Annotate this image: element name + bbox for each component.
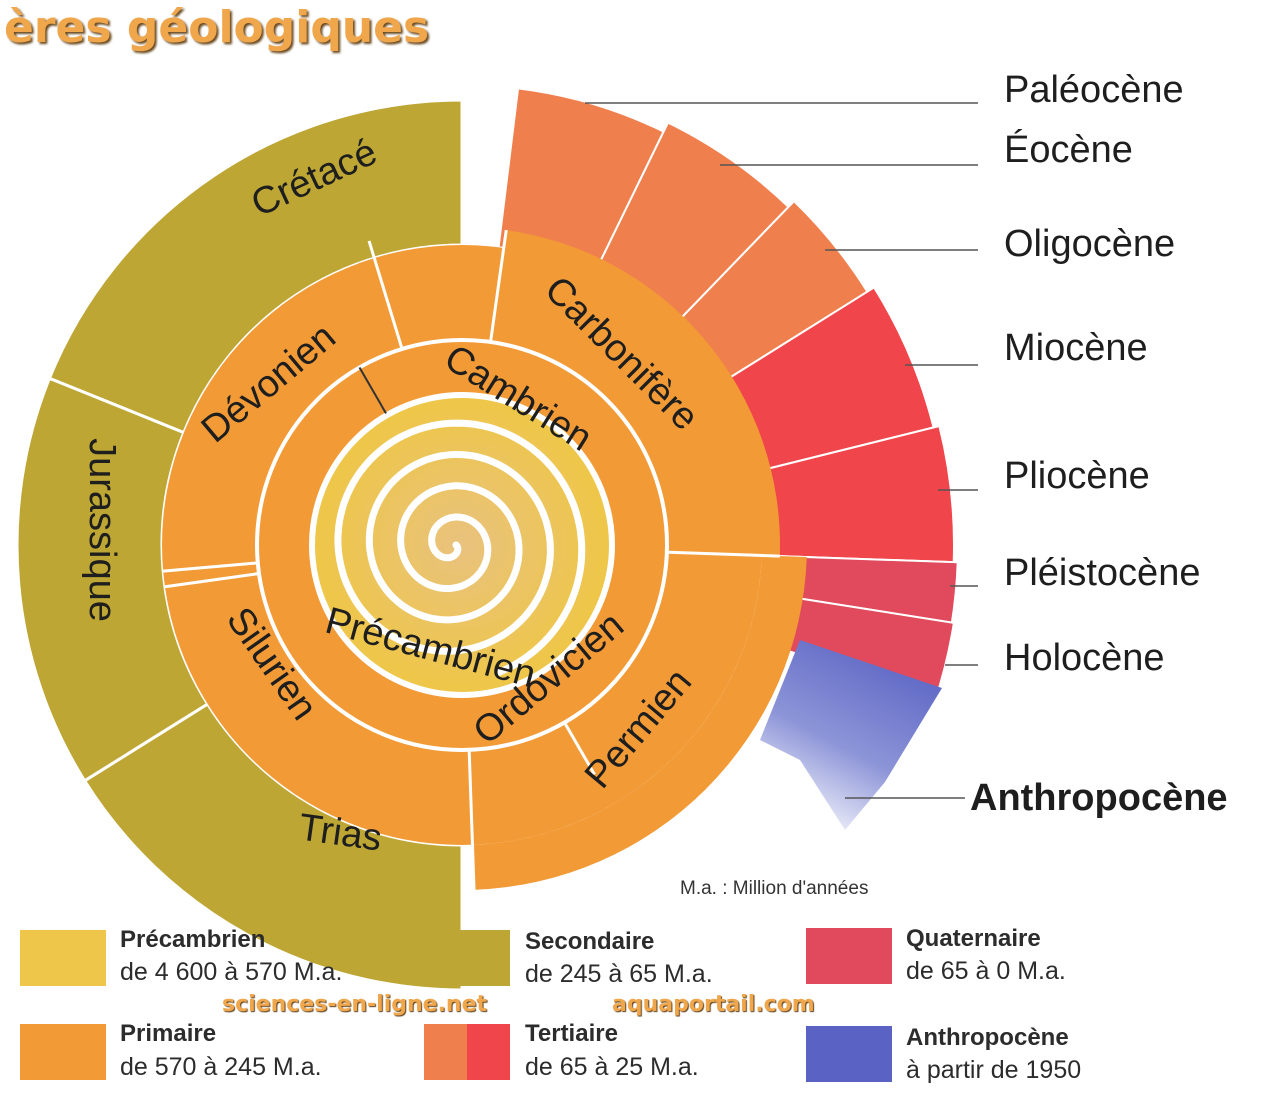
label-oligocene: Oligocène	[1004, 223, 1175, 265]
legend-title-quaternaire: Quaternaire	[906, 925, 1041, 952]
legend-swatch-secondaire	[424, 930, 510, 986]
legend-title-precambrien: Précambrien	[120, 926, 266, 953]
precambrien-cambrien-divider	[358, 366, 387, 414]
label-miocene: Miocène	[1004, 327, 1148, 369]
label-paleocene: Paléocène	[1004, 69, 1184, 111]
label-jurassique: Jurassique	[81, 438, 123, 622]
unit-note: M.a. : Million d'années	[680, 878, 869, 899]
legend-swatch-primaire	[20, 1024, 106, 1080]
legend-range-quaternaire: de 65 à 0 M.a.	[906, 957, 1066, 985]
sector-carbonifere	[489, 230, 781, 557]
label-pleistocene: Pléistocène	[1004, 552, 1200, 594]
anthropocene-arrow	[760, 640, 942, 830]
legend-range-tertiaire: de 65 à 25 M.a.	[525, 1053, 699, 1081]
legend-range-precambrien: de 4 600 à 570 M.a.	[120, 958, 343, 986]
label-anthropocene: Anthropocène	[970, 777, 1228, 819]
legend-swatch-quaternaire	[806, 928, 892, 984]
legend-range-anthropocene: à partir de 1950	[906, 1056, 1082, 1084]
sector-permien-extension	[472, 555, 807, 890]
primaire-divider	[661, 550, 780, 558]
inner-divider	[563, 721, 596, 776]
primaire-divider	[467, 744, 476, 890]
label-pliocene: Pliocène	[1004, 455, 1150, 497]
page-title: ères géologiques	[4, 2, 430, 53]
legend-swatch-anthropocene	[806, 1026, 892, 1082]
legend-title-secondaire: Secondaire	[525, 928, 655, 955]
legend-title-tertiaire: Tertiaire	[525, 1020, 618, 1047]
primaire-divider	[488, 229, 508, 348]
spiral-core	[322, 405, 602, 685]
label-eocene: Éocène	[1004, 128, 1133, 171]
watermark-aquaportail: aquaportail.com	[612, 992, 815, 1017]
label-holocene: Holocène	[1004, 637, 1165, 679]
legend-title-anthropocene: Anthropocène	[906, 1024, 1069, 1051]
legend-range-primaire: de 570 à 245 M.a.	[120, 1053, 322, 1081]
spiral-line	[334, 419, 586, 676]
watermark-sciences-en-ligne: sciences-en-ligne.net	[222, 992, 488, 1017]
legend-swatch-precambrien	[20, 930, 106, 986]
legend-title-primaire: Primaire	[120, 1020, 217, 1047]
primaire-divider	[367, 240, 405, 355]
inner-divider-2	[164, 572, 260, 589]
primaire-divider	[163, 560, 263, 573]
legend-swatch-tertiaire	[424, 1024, 510, 1080]
legend-range-secondaire: de 245 à 65 M.a.	[525, 960, 713, 988]
